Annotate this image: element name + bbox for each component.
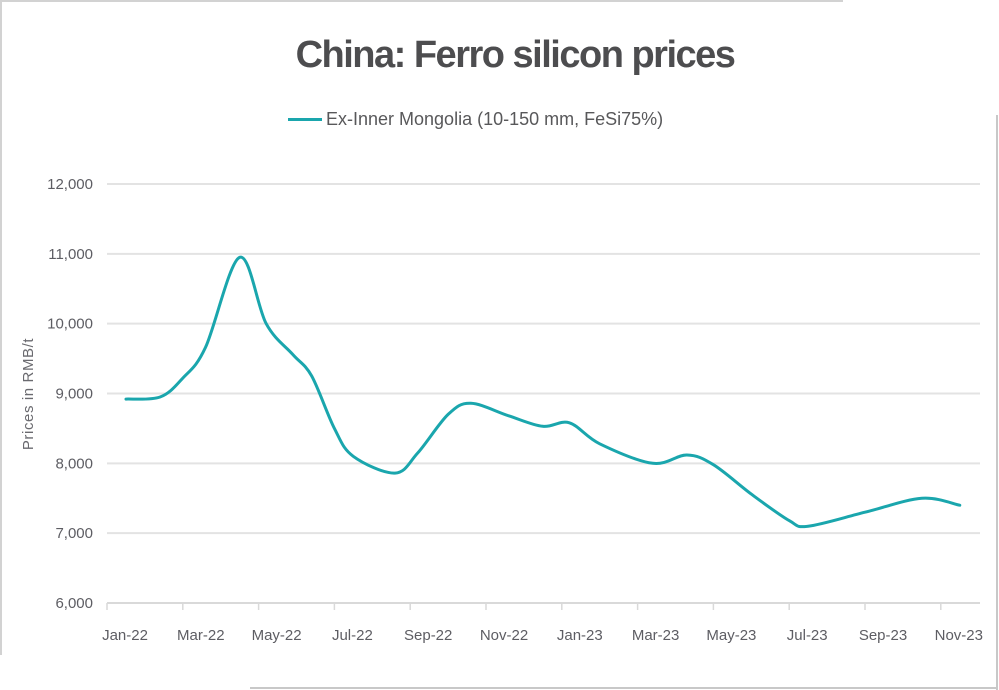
y-tick-label: 11,000	[48, 246, 93, 263]
series-group	[124, 255, 962, 529]
x-tick-label: May-23	[706, 627, 756, 644]
x-tick-label: Jan-23	[557, 627, 603, 644]
frame-border-right	[996, 115, 998, 690]
y-axis-title: Prices in RMB/t	[20, 338, 37, 451]
x-tick-label: Jul-22	[332, 627, 373, 644]
y-tick-label: 7,000	[55, 525, 93, 542]
x-tick-label: May-22	[252, 627, 302, 644]
x-tick-label: Nov-23	[935, 627, 983, 644]
legend-swatch	[288, 117, 322, 121]
x-tick-label: Mar-23	[632, 627, 680, 644]
y-tick-label: 12,000	[47, 176, 93, 193]
legend-label: Ex-Inner Mongolia (10-150 mm, FeSi75%)	[326, 108, 664, 129]
frame-border-top	[0, 0, 843, 2]
y-tick-label: 6,000	[55, 595, 93, 612]
chart-title: China: Ferro silicon prices	[295, 34, 736, 76]
x-tick-label: Mar-22	[177, 627, 225, 644]
y-axis-ticks: 6,000 7,000 8,000 9,000 10,000 11,000 12,000	[47, 176, 93, 612]
y-tick-label: 10,000	[47, 316, 93, 333]
x-tick-label: Jan-22	[102, 627, 148, 644]
legend: Ex-Inner Mongolia (10-150 mm, FeSi75%)	[288, 105, 663, 133]
x-axis-ticks: Jan-22 Mar-22 May-22 Jul-22 Sep-22 Nov-22 Jan-…	[102, 603, 983, 644]
x-tick-label: Nov-22	[480, 627, 528, 644]
frame-border-bottom	[250, 687, 998, 689]
x-tick-label: Jul-23	[787, 627, 828, 644]
frame-border-left	[0, 0, 2, 655]
x-tick-label: Sep-22	[404, 627, 452, 644]
y-tick-label: 8,000	[55, 455, 93, 472]
y-tick-label: 9,000	[55, 386, 93, 403]
series-line	[124, 255, 962, 529]
x-tick-label: Sep-23	[859, 627, 907, 644]
gridlines	[107, 183, 980, 535]
